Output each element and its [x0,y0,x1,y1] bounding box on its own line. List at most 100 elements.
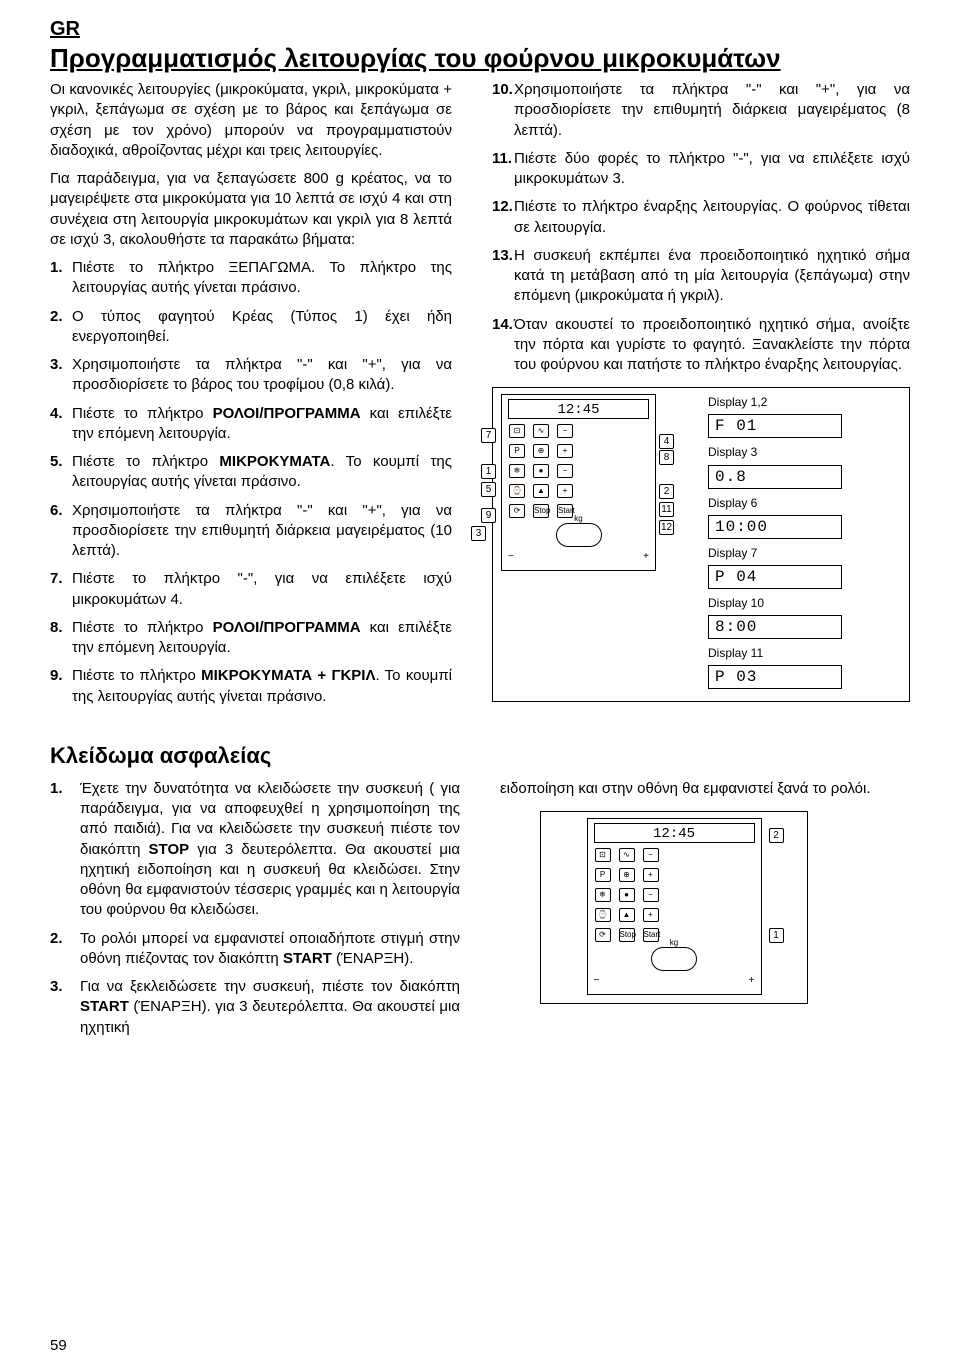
panel-btn: ▲ [619,908,635,922]
step-text: Πιέστε το πλήκτρο ΞΕΠΑΓΩΜΑ. Το πλήκτρο τ… [72,259,452,296]
panel-btn: ❄ [509,464,525,478]
step: 6.Χρησιμοποιήστε τα πλήκτρα "-" και "+",… [50,501,452,562]
step-text: Χρησιμοποιήστε τα πλήκτρα "-" και "+", γ… [514,81,910,139]
panel-btn: Start [643,928,659,942]
panel-dial [556,523,602,547]
step: 13.Η συσκευή εκπέμπει ένα προειδοποιητικ… [492,246,910,307]
step-num: 3. [50,977,63,997]
step-text: Πιέστε το πλήκτρο [72,405,213,422]
panel-btn: Stop [619,928,635,942]
step-num: 9. [50,666,63,686]
step: 9.Πιέστε το πλήκτρο ΜΙΚΡΟΚΥΜΑΤΑ + ΓΚΡΙΛ.… [50,666,452,707]
steps-left: 1.Πιέστε το πλήκτρο ΞΕΠΑΓΩΜΑ. Το πλήκτρο… [50,258,452,707]
step-text: Για να ξεκλειδώσετε την συσκευή, πιέστε … [80,978,460,995]
steps-right: 10.Χρησιμοποιήστε τα πλήκτρα "-" και "+"… [492,80,910,375]
leader-1: 1 [769,928,784,943]
step-text: Η συσκευή εκπέμπει ένα προειδοποιητικό η… [514,247,910,305]
step-bold: STOP [149,841,190,858]
step-text: Πιέστε το πλήκτρο "-", για να επιλέξετε … [72,570,452,607]
step-num: 1. [50,779,63,799]
display-value: 10:00 [708,515,842,539]
step-num: 2. [50,307,63,327]
step-num: 4. [50,404,63,424]
main-columns: Οι κανονικές λειτουργίες (μικροκύματα, γ… [50,80,910,715]
leader-2: 2 [769,828,784,843]
step-text: Πιέστε δύο φορές το πλήκτρο "-", για να … [514,150,910,187]
panel-btn: − [643,848,659,862]
leader-9: 9 [481,508,496,523]
panel-btn: ⌚ [595,908,611,922]
language-code: GR [50,18,910,41]
step: 2.Το ρολόι μπορεί να εμφανιστεί οποιαδήπ… [50,929,460,970]
step: 2.Ο τύπος φαγητού Κρέας (Τύπος 1) έχει ή… [50,307,452,348]
leader-7: 7 [481,428,496,443]
panel-btn: ▲ [533,484,549,498]
leader-12: 12 [659,520,674,535]
safety-continuation: ειδοποίηση και στην οθόνη θα εμφανιστεί … [500,779,910,799]
intro-p1: Οι κανονικές λειτουργίες (μικροκύματα, γ… [50,80,452,161]
control-panel: 12:45 ⊡∿− P⊕+ ❄●− ⌚▲+ ⟳StopStart − [501,394,656,571]
step-text: Όταν ακουστεί το προειδοποιητικό ηχητικό… [514,316,910,374]
step-num: 7. [50,569,63,589]
safety-left: 1.Έχετε την δυνατότητα να κλειδώσετε την… [50,779,460,1046]
panel-btn: P [595,868,611,882]
right-column: 10.Χρησιμοποιήστε τα πλήκτρα "-" και "+"… [492,80,910,715]
leader-4: 4 [659,434,674,449]
step: 3. Για να ξεκλειδώσετε την συσκευή, πιέστ… [50,977,460,1038]
control-panel-diagram-2: 12:45 ⊡∿− P⊕+ ❄●− ⌚▲+ ⟳StopStart − + [540,811,808,1004]
step-bold: START [80,998,129,1015]
safety-right: ειδοποίηση και στην οθόνη θα εμφανιστεί … [500,779,910,1046]
leader-1: 1 [481,464,496,479]
panel-btn: − [643,888,659,902]
step: 12.Πιέστε το πλήκτρο έναρξης λειτουργίας… [492,197,910,238]
panel-btn: ⊕ [533,444,549,458]
panel-time-display: 12:45 [508,399,649,419]
step-text: Πιέστε το πλήκτρο [72,453,219,470]
step-num: 6. [50,501,63,521]
step-bold: ΡΟΛΟΙ/ΠΡΟΓΡΑΜΜΑ [213,405,361,422]
display-value: 8:00 [708,615,842,639]
step-text: (ΈΝΑΡΞΗ). [332,950,414,967]
step: 10.Χρησιμοποιήστε τα πλήκτρα "-" και "+"… [492,80,910,141]
step-num: 11. [492,149,512,169]
panel-btn: + [557,484,573,498]
panel-btn: Stop [533,504,549,518]
panel-btn: P [509,444,525,458]
safety-title: Κλείδωμα ασφαλείας [50,743,910,769]
panel-button-grid: ⊡∿− P⊕+ ❄●− ⌚▲+ ⟳StopStart [594,847,755,943]
panel-btn: ∿ [533,424,549,438]
step-num: 8. [50,618,63,638]
step-bold: ΡΟΛΟΙ/ΠΡΟΓΡΑΜΜΑ [213,619,361,636]
panel-btn: Start [557,504,573,518]
display-label: Display 6 [708,495,842,511]
step-num: 3. [50,355,63,375]
step-num: 13. [492,246,513,266]
panel-btn: ∿ [619,848,635,862]
panel-btn: ⟳ [509,504,525,518]
step: 1.Πιέστε το πλήκτρο ΞΕΠΑΓΩΜΑ. Το πλήκτρο… [50,258,452,299]
safety-steps: 1.Έχετε την δυνατότητα να κλειδώσετε την… [50,779,460,1038]
step-num: 10. [492,80,513,100]
left-column: Οι κανονικές λειτουργίες (μικροκύματα, γ… [50,80,452,715]
panel-btn: ⌚ [509,484,525,498]
panel-button-grid: ⊡∿− P⊕+ ❄●− ⌚▲+ ⟳StopStart [508,423,649,519]
step-text: (ΈΝΑΡΞΗ). για 3 δευτερόλεπτα. Θα ακουστε… [80,998,460,1035]
display-label: Display 11 [708,645,842,661]
panel-btn: ❄ [595,888,611,902]
display-value: P 04 [708,565,842,589]
leader-3: 3 [471,526,486,541]
panel-time-display: 12:45 [594,823,755,843]
display-value: F 01 [708,414,842,438]
safety-columns: 1.Έχετε την δυνατότητα να κλειδώσετε την… [50,779,910,1046]
minus-icon: − [508,550,514,564]
step-num: 2. [50,929,63,949]
panel-btn: ⊕ [619,868,635,882]
display-label: Display 10 [708,595,842,611]
step-text: Πιέστε το πλήκτρο έναρξης λειτουργίας. Ο… [514,198,910,235]
step: 4.Πιέστε το πλήκτρο ΡΟΛΟΙ/ΠΡΟΓΡΑΜΜΑ και … [50,404,452,445]
panel-btn: ⟳ [595,928,611,942]
leader-11: 11 [659,502,674,517]
step-num: 12. [492,197,513,217]
step: 8.Πιέστε το πλήκτρο ΡΟΛΟΙ/ΠΡΟΓΡΑΜΜΑ και … [50,618,452,659]
page-title: Προγραμματισμός λειτουργίας του φούρνου … [50,43,910,74]
